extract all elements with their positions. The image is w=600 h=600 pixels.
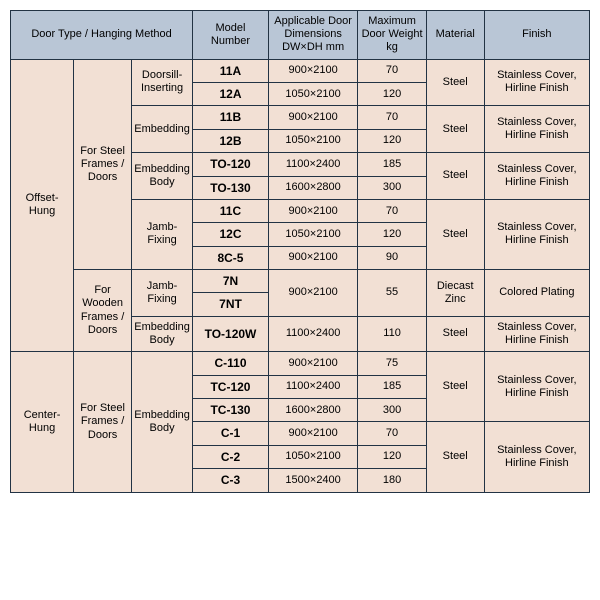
- cell-model: C-1: [193, 422, 269, 445]
- cell-weight: 120: [358, 445, 426, 468]
- cell-weight: 75: [358, 352, 426, 375]
- cell-dim: 900×2100: [268, 422, 357, 445]
- cell-finish: Stainless Cover, Hirline Finish: [484, 316, 589, 351]
- cell-jamb-fixing: Jamb-Fixing: [132, 199, 193, 269]
- cell-steel-frames: For Steel Frames / Doors: [74, 59, 132, 270]
- cell-model: C-3: [193, 469, 269, 492]
- cell-embedding-body: Embedding Body: [132, 316, 193, 351]
- cell-model: C-110: [193, 352, 269, 375]
- cell-weight: 300: [358, 399, 426, 422]
- cell-model: 7NT: [193, 293, 269, 316]
- cell-dim: 1600×2800: [268, 399, 357, 422]
- cell-doorsill: Doorsill-Inserting: [132, 59, 193, 106]
- spec-table: Door Type / Hanging Method Model Number …: [10, 10, 590, 493]
- cell-dim: 900×2100: [268, 199, 357, 222]
- hdr-dim: Applicable Door Dimensions DW×DH mm: [268, 11, 357, 60]
- cell-model: 12B: [193, 129, 269, 152]
- cell-dim: 900×2100: [268, 270, 357, 317]
- cell-material: Steel: [426, 199, 484, 269]
- cell-finish: Stainless Cover, Hirline Finish: [484, 153, 589, 200]
- hdr-weight: Maximum Door Weight kg: [358, 11, 426, 60]
- cell-weight: 70: [358, 199, 426, 222]
- cell-model: TO-130: [193, 176, 269, 199]
- cell-dim: 1050×2100: [268, 129, 357, 152]
- table-row: For Wooden Frames / Doors Jamb-Fixing 7N…: [11, 270, 590, 293]
- cell-model: 8C-5: [193, 246, 269, 269]
- cell-weight: 185: [358, 375, 426, 398]
- cell-finish: Stainless Cover, Hirline Finish: [484, 422, 589, 492]
- cell-weight: 110: [358, 316, 426, 351]
- cell-offset-hung: Offset-Hung: [11, 59, 74, 352]
- cell-material: Steel: [426, 106, 484, 153]
- cell-model: C-2: [193, 445, 269, 468]
- cell-dim: 900×2100: [268, 352, 357, 375]
- cell-dim: 900×2100: [268, 59, 357, 82]
- cell-weight: 120: [358, 82, 426, 105]
- cell-embedding: Embedding: [132, 106, 193, 153]
- cell-dim: 900×2100: [268, 246, 357, 269]
- table-row: Offset-Hung For Steel Frames / Doors Doo…: [11, 59, 590, 82]
- cell-model: 11B: [193, 106, 269, 129]
- cell-dim: 900×2100: [268, 106, 357, 129]
- cell-dim: 1100×2400: [268, 375, 357, 398]
- cell-jamb-fixing: Jamb-Fixing: [132, 270, 193, 317]
- hdr-door-type: Door Type / Hanging Method: [11, 11, 193, 60]
- cell-model: TO-120W: [193, 316, 269, 351]
- cell-weight: 300: [358, 176, 426, 199]
- cell-weight: 70: [358, 422, 426, 445]
- cell-material: Steel: [426, 153, 484, 200]
- cell-wooden-frames: For Wooden Frames / Doors: [74, 270, 132, 352]
- cell-steel-frames: For Steel Frames / Doors: [74, 352, 132, 492]
- cell-dim: 1100×2400: [268, 153, 357, 176]
- cell-finish: Stainless Cover, Hirline Finish: [484, 106, 589, 153]
- cell-weight: 90: [358, 246, 426, 269]
- cell-material: Steel: [426, 352, 484, 422]
- cell-weight: 55: [358, 270, 426, 317]
- cell-finish: Stainless Cover, Hirline Finish: [484, 352, 589, 422]
- cell-dim: 1050×2100: [268, 223, 357, 246]
- cell-dim: 1050×2100: [268, 82, 357, 105]
- table-row: Center-Hung For Steel Frames / Doors Emb…: [11, 352, 590, 375]
- hdr-finish: Finish: [484, 11, 589, 60]
- cell-model: 7N: [193, 270, 269, 293]
- cell-model: TC-120: [193, 375, 269, 398]
- cell-model: 12A: [193, 82, 269, 105]
- cell-center-hung: Center-Hung: [11, 352, 74, 492]
- cell-model: 12C: [193, 223, 269, 246]
- header-row: Door Type / Hanging Method Model Number …: [11, 11, 590, 60]
- cell-weight: 120: [358, 223, 426, 246]
- cell-model: 11A: [193, 59, 269, 82]
- hdr-model: Model Number: [193, 11, 269, 60]
- cell-material: Steel: [426, 316, 484, 351]
- cell-model: TC-130: [193, 399, 269, 422]
- hdr-material: Material: [426, 11, 484, 60]
- cell-weight: 120: [358, 129, 426, 152]
- cell-finish: Colored Plating: [484, 270, 589, 317]
- cell-dim: 1500×2400: [268, 469, 357, 492]
- cell-material: Steel: [426, 422, 484, 492]
- cell-dim: 1600×2800: [268, 176, 357, 199]
- cell-finish: Stainless Cover, Hirline Finish: [484, 199, 589, 269]
- cell-model: 11C: [193, 199, 269, 222]
- cell-dim: 1100×2400: [268, 316, 357, 351]
- cell-dim: 1050×2100: [268, 445, 357, 468]
- cell-model: TO-120: [193, 153, 269, 176]
- cell-embedding-body: Embedding Body: [132, 153, 193, 200]
- cell-embedding-body: Embedding Body: [132, 352, 193, 492]
- cell-weight: 185: [358, 153, 426, 176]
- cell-material: Steel: [426, 59, 484, 106]
- cell-material: Diecast Zinc: [426, 270, 484, 317]
- cell-weight: 70: [358, 106, 426, 129]
- cell-finish: Stainless Cover, Hirline Finish: [484, 59, 589, 106]
- cell-weight: 180: [358, 469, 426, 492]
- cell-weight: 70: [358, 59, 426, 82]
